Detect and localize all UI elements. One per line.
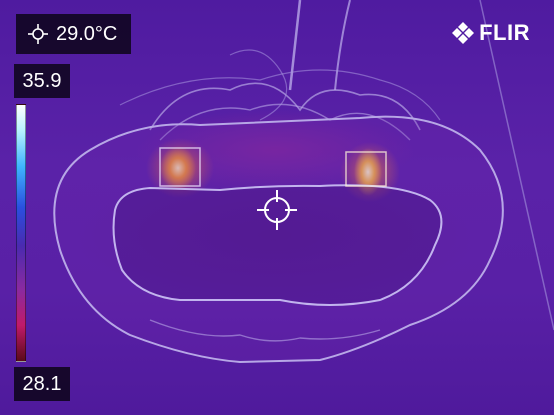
spot-meter-reticle-icon xyxy=(257,190,297,230)
wire-bundle xyxy=(159,103,411,141)
cable-line xyxy=(288,0,302,91)
brand-name: FLIR xyxy=(479,20,530,45)
device-inner-outline xyxy=(112,184,443,306)
crosshair-icon xyxy=(28,24,48,44)
brand-logo: FLIR xyxy=(452,20,530,46)
table-edge-line xyxy=(479,0,554,331)
spot-temperature-readout: 29.0°C xyxy=(16,14,132,54)
device-outer-outline xyxy=(53,115,504,364)
wire-bundle xyxy=(229,49,288,121)
cable-line xyxy=(334,0,351,91)
scale-max-label: 35.9 xyxy=(14,64,70,98)
left-heating-component xyxy=(159,147,201,187)
right-heating-component xyxy=(345,151,387,187)
flir-logo-icon xyxy=(452,22,475,44)
wire-bundle xyxy=(119,69,441,121)
scale-min-label: 28.1 xyxy=(14,367,70,401)
device-seam xyxy=(149,319,381,342)
temperature-color-scale xyxy=(16,104,26,362)
spot-temperature-value: 29.0°C xyxy=(56,22,118,45)
